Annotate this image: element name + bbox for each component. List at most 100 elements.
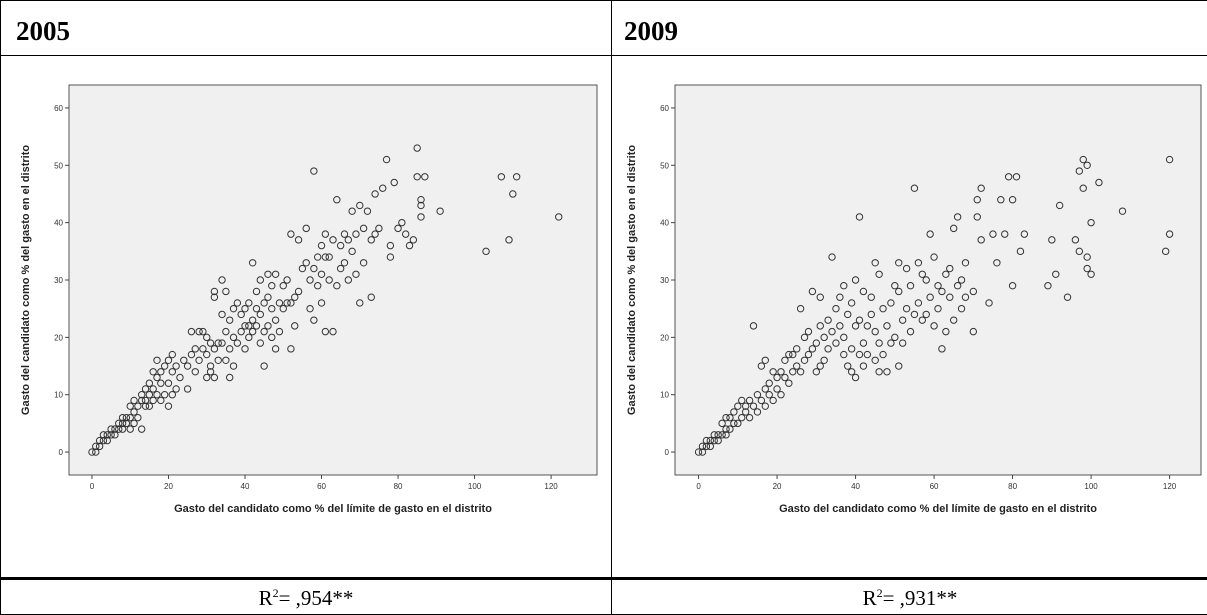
data-point <box>122 419 131 428</box>
data-point <box>172 362 180 370</box>
data-point <box>210 293 219 301</box>
data-point <box>942 270 950 278</box>
data-point <box>482 247 490 256</box>
data-point <box>828 253 836 261</box>
y-tick-label: 20 <box>54 333 63 342</box>
data-point <box>195 327 203 336</box>
y-tick-label: 60 <box>660 104 669 113</box>
data-point <box>344 276 353 284</box>
data-point <box>168 350 177 359</box>
data-point <box>118 413 127 422</box>
data-point <box>191 345 199 353</box>
data-point <box>973 196 981 204</box>
x-tick-label: 40 <box>851 482 860 491</box>
data-point <box>130 408 138 416</box>
data-point <box>1001 230 1009 238</box>
data-point <box>1048 236 1056 244</box>
data-point <box>789 350 797 359</box>
data-point <box>1020 230 1029 238</box>
table-left-rule <box>0 0 1 615</box>
data-point <box>914 299 923 307</box>
data-point <box>321 230 330 238</box>
data-point <box>997 196 1005 204</box>
y-tick-label: 20 <box>660 333 669 342</box>
data-point <box>160 362 169 370</box>
data-point <box>812 368 821 376</box>
y-tick-label: 10 <box>660 391 669 400</box>
data-point <box>895 362 903 370</box>
data-point <box>134 413 142 422</box>
data-point <box>371 230 379 238</box>
data-point <box>879 304 887 313</box>
data-point <box>298 264 307 273</box>
data-point <box>291 293 299 301</box>
data-point <box>808 345 817 353</box>
data-point <box>753 408 762 416</box>
y-tick-label: 10 <box>54 391 63 400</box>
data-point <box>153 391 161 399</box>
data-point <box>336 241 345 250</box>
data-point <box>993 259 1001 267</box>
data-point <box>310 316 318 324</box>
data-point <box>306 304 314 313</box>
data-point <box>851 276 860 284</box>
data-point <box>126 413 134 422</box>
data-point <box>401 230 410 238</box>
data-point <box>851 373 860 382</box>
data-point <box>252 304 261 313</box>
data-point <box>145 402 154 410</box>
data-point <box>268 333 276 342</box>
data-point <box>879 350 887 359</box>
data-point <box>310 167 318 175</box>
data-point <box>1118 207 1127 215</box>
data-point <box>187 327 196 336</box>
data-point <box>828 327 836 336</box>
data-point <box>730 408 738 416</box>
data-point <box>1008 282 1017 290</box>
data-point <box>898 316 907 324</box>
data-point <box>757 362 766 370</box>
data-point <box>95 442 104 451</box>
data-point <box>333 196 341 204</box>
data-point <box>1008 196 1017 204</box>
r-squared-2009: R2= ,931** <box>610 586 1207 611</box>
x-tick-label: 100 <box>1084 482 1098 491</box>
data-point <box>781 356 789 364</box>
data-point <box>934 282 942 290</box>
data-point <box>268 304 276 313</box>
data-point <box>313 282 322 290</box>
plot-area <box>674 84 1202 476</box>
data-point <box>1083 264 1091 273</box>
x-tick-label: 100 <box>468 482 482 491</box>
data-point <box>761 385 769 393</box>
data-point <box>505 236 513 244</box>
data-point <box>895 287 903 296</box>
scatter-points <box>694 155 1174 456</box>
x-tick-label: 0 <box>90 482 95 491</box>
data-point <box>1095 178 1103 187</box>
data-point <box>938 345 946 353</box>
footer-rule <box>0 577 1207 580</box>
data-point <box>875 368 883 376</box>
data-point <box>245 322 253 330</box>
data-point <box>229 304 238 313</box>
data-point <box>761 356 769 364</box>
data-point <box>930 253 938 261</box>
data-point <box>922 276 930 284</box>
data-point <box>777 368 785 376</box>
data-point <box>164 402 173 410</box>
data-point <box>264 322 272 330</box>
data-point <box>698 448 707 456</box>
data-point <box>792 345 801 353</box>
data-point <box>287 345 295 353</box>
header-rule <box>0 55 1207 56</box>
data-point <box>206 368 215 376</box>
data-point <box>957 276 966 284</box>
year-heading-2005: 2005 <box>16 16 70 46</box>
data-point <box>130 419 138 428</box>
data-point <box>214 339 222 347</box>
data-point <box>749 322 758 330</box>
data-point <box>99 436 108 445</box>
data-point <box>222 287 230 296</box>
x-tick-label: 60 <box>317 482 326 491</box>
